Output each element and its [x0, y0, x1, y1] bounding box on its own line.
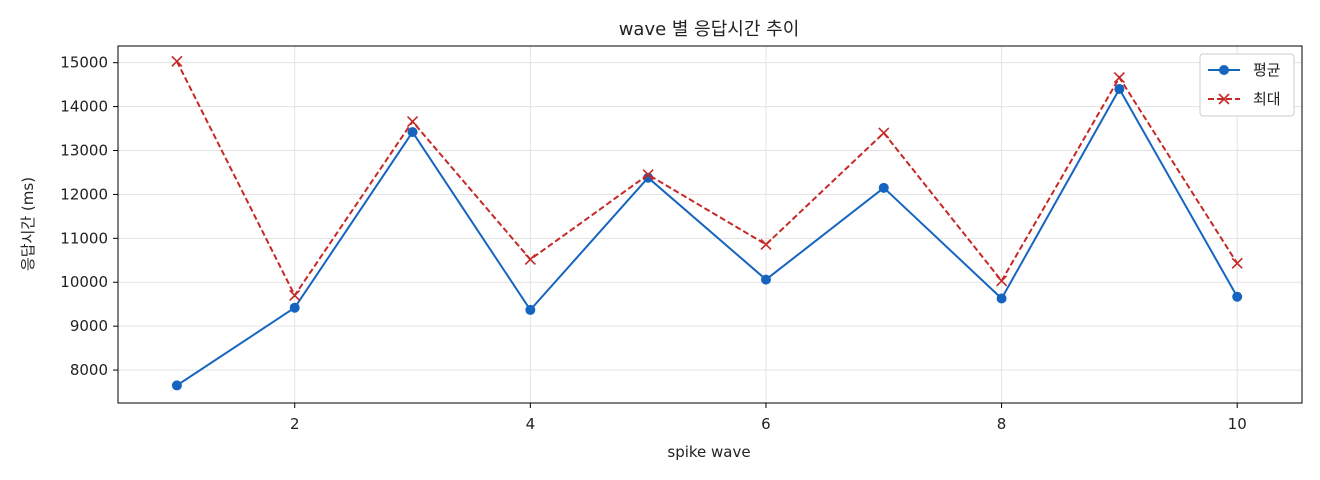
data-point — [525, 304, 536, 315]
chart-title: wave 별 응답시간 추이 — [619, 19, 800, 40]
x-tick-label: 10 — [1228, 415, 1247, 433]
data-point — [878, 182, 889, 193]
data-point — [289, 289, 301, 301]
y-tick-label: 8000 — [70, 361, 108, 379]
data-point — [1114, 84, 1125, 95]
data-point — [760, 238, 772, 251]
series-2 — [171, 55, 1243, 301]
legend-label: 평균 — [1253, 61, 1281, 79]
legend-marker — [1218, 93, 1230, 105]
data-point — [878, 127, 890, 139]
series-line — [176, 60, 1239, 298]
data-point — [1232, 291, 1243, 302]
x-tick-label: 8 — [997, 415, 1007, 433]
y-axis-label: 응답시간 (ms) — [19, 177, 37, 271]
y-tick-label: 10000 — [60, 273, 108, 291]
data-point — [760, 274, 771, 285]
x-axis: 2 4 6 8 10 — [290, 403, 1247, 433]
data-point — [642, 169, 654, 181]
series-layer — [171, 55, 1243, 391]
legend-marker — [1219, 65, 1229, 75]
grid-lines — [118, 46, 1302, 403]
data-point — [289, 302, 300, 313]
series-line — [176, 86, 1239, 387]
y-tick-label: 14000 — [60, 98, 108, 116]
x-axis-label: spike wave — [667, 443, 750, 461]
plot-frame — [117, 45, 1303, 404]
y-tick-label: 11000 — [60, 229, 108, 247]
x-tick-label: 6 — [761, 415, 771, 433]
legend-label: 최대 — [1253, 90, 1281, 108]
data-point — [1113, 72, 1125, 84]
legend-item: 평균 — [1208, 61, 1281, 79]
y-tick-label: 12000 — [60, 185, 108, 203]
y-tick-label: 15000 — [60, 54, 108, 72]
data-point — [996, 293, 1007, 304]
y-tick-label: 9000 — [70, 317, 108, 335]
data-point — [406, 115, 419, 128]
data-point — [171, 380, 182, 391]
data-point — [996, 275, 1008, 287]
data-point — [1231, 257, 1243, 269]
data-point — [407, 127, 418, 138]
y-axis: 8000 9000 10000 11000 12000 13000 14000 15000 — [60, 54, 118, 379]
y-tick-label: 13000 — [60, 142, 108, 160]
data-point — [171, 55, 183, 67]
series-1 — [171, 84, 1243, 391]
legend-item: 최대 — [1208, 90, 1281, 108]
x-tick-label: 2 — [290, 415, 300, 433]
data-point — [524, 253, 536, 265]
x-tick-label: 4 — [526, 415, 536, 433]
